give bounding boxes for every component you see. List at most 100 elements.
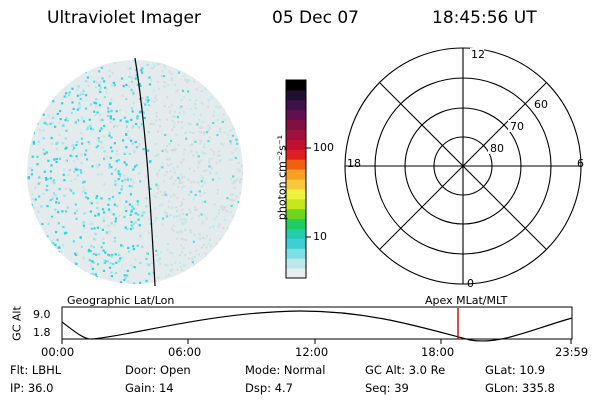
speckle-pixel — [130, 185, 133, 188]
speckle-pixel — [80, 245, 83, 248]
speckle-pixel — [169, 170, 172, 173]
speckle-pixel — [138, 225, 142, 228]
speckle-pixel — [166, 248, 169, 251]
speckle-pixel — [145, 197, 148, 200]
speckle-pixel — [108, 166, 111, 169]
speckle-pixel — [185, 137, 188, 140]
speckle-pixel — [114, 253, 117, 256]
speckle-pixel — [198, 162, 201, 165]
speckle-pixel — [192, 113, 195, 116]
speckle-pixel — [103, 157, 106, 160]
speckle-pixel — [88, 259, 91, 262]
speckle-pixel — [107, 203, 110, 206]
speckle-pixel — [35, 215, 38, 218]
speckle-pixel — [141, 71, 144, 74]
speckle-pixel — [54, 208, 57, 211]
speckle-pixel — [164, 133, 167, 136]
speckle-pixel — [98, 89, 101, 92]
speckle-pixel — [110, 98, 113, 101]
speckle-pixel — [124, 226, 127, 229]
speckle-pixel — [74, 168, 77, 171]
speckle-pixel — [62, 173, 65, 176]
colorbar-segment — [286, 198, 306, 210]
speckle-pixel — [108, 163, 111, 166]
speckle-pixel — [145, 175, 148, 178]
speckle-pixel — [194, 140, 197, 143]
speckle-pixel — [62, 124, 65, 127]
speckle-pixel — [122, 139, 125, 142]
speckle-pixel — [179, 173, 183, 176]
speckle-pixel — [50, 181, 53, 184]
speckle-pixel — [114, 179, 117, 183]
speckle-pixel — [70, 189, 73, 192]
speckle-pixel — [92, 128, 95, 131]
speckle-pixel — [53, 181, 56, 185]
speckle-pixel — [229, 193, 233, 196]
speckle-pixel — [241, 164, 243, 167]
speckle-pixel — [109, 210, 112, 213]
speckle-pixel — [139, 110, 142, 113]
speckle-pixel — [61, 102, 64, 105]
speckle-pixel — [195, 88, 198, 91]
speckle-pixel — [108, 199, 111, 202]
time-label: 18:45:56 UT — [432, 8, 537, 28]
speckle-pixel — [132, 92, 135, 95]
speckle-pixel — [89, 210, 92, 213]
speckle-pixel — [157, 276, 160, 279]
speckle-pixel — [43, 170, 46, 173]
speckle-pixel — [239, 191, 242, 195]
speckle-pixel — [165, 118, 168, 121]
speckle-pixel — [120, 185, 124, 188]
speckle-pixel — [98, 90, 102, 93]
polar-diagonal-2 — [379, 82, 547, 250]
speckle-pixel — [177, 121, 180, 124]
speckle-pixel — [79, 169, 82, 172]
speckle-pixel — [132, 101, 135, 104]
strip-y-tick-9: 9.0 — [33, 308, 51, 321]
speckle-pixel — [103, 80, 106, 83]
speckle-pixel — [61, 210, 64, 213]
speckle-pixel — [108, 75, 112, 78]
speckle-pixel — [222, 205, 225, 208]
speckle-pixel — [211, 178, 214, 181]
speckle-pixel — [102, 217, 106, 220]
speckle-pixel — [166, 158, 169, 161]
speckle-pixel — [164, 214, 167, 217]
speckle-pixel — [166, 264, 169, 267]
speckle-pixel — [213, 217, 216, 220]
speckle-pixel — [76, 140, 79, 144]
speckle-pixel — [238, 180, 241, 183]
speckle-pixel — [108, 197, 111, 201]
speckle-pixel — [58, 157, 62, 160]
speckle-pixel — [42, 137, 45, 140]
speckle-pixel — [219, 238, 222, 241]
speckle-pixel — [123, 178, 126, 181]
speckle-pixel — [137, 218, 140, 221]
speckle-pixel — [118, 214, 121, 217]
speckle-pixel — [166, 212, 169, 215]
speckle-pixel — [202, 236, 205, 239]
speckle-pixel — [89, 103, 92, 106]
speckle-pixel — [180, 265, 183, 269]
speckle-pixel — [176, 231, 179, 234]
speckle-pixel — [180, 231, 183, 234]
speckle-pixel — [215, 162, 218, 165]
speckle-pixel — [152, 194, 155, 197]
speckle-pixel — [176, 115, 179, 119]
speckle-pixel — [170, 103, 174, 106]
speckle-pixel — [210, 96, 213, 99]
speckle-pixel — [107, 253, 110, 256]
speckle-pixel — [108, 230, 111, 233]
speckle-pixel — [123, 274, 126, 277]
x-tick-label-0600: 06:00 — [168, 345, 202, 359]
speckle-pixel — [62, 225, 65, 229]
speckle-pixel — [73, 212, 77, 215]
speckle-pixel — [67, 173, 70, 176]
speckle-pixel — [85, 149, 88, 152]
speckle-pixel — [159, 262, 162, 265]
speckle-pixel — [101, 77, 104, 80]
speckle-pixel — [231, 134, 235, 137]
speckle-pixel — [229, 140, 232, 143]
speckle-pixel — [110, 255, 113, 258]
speckle-pixel — [184, 254, 187, 257]
